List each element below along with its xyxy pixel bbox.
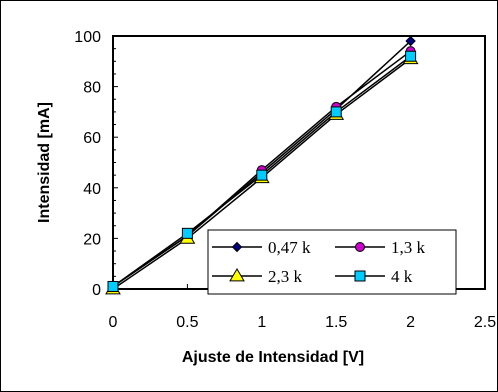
legend-label: 1,3 k: [391, 238, 426, 257]
x-tick-label: 2.5: [474, 314, 496, 331]
x-tick-label: 1: [257, 314, 266, 331]
x-tick-label: 0: [109, 314, 118, 331]
y-axis-ticks: 0 20 40 60 80 100: [74, 29, 118, 299]
series-markers: [105, 35, 419, 295]
x-axis-title: Ajuste de Intensidad [V]: [182, 349, 364, 366]
x-axis-ticks: 0 0.5 1 1.5 2 2.5: [109, 284, 496, 331]
y-tick-label: 20: [83, 231, 101, 248]
x-tick-label: 0.5: [176, 314, 198, 331]
legend-label: 2,3 k: [268, 267, 303, 286]
legend-marker: [354, 270, 366, 282]
legend-label: 0,47 k: [268, 238, 311, 257]
legend: 0,47 k 1,3 k 2,3 k 4 k: [207, 229, 457, 295]
x-tick-label: 2: [406, 314, 415, 331]
data-point: [405, 35, 416, 47]
y-tick-label: 60: [83, 130, 101, 147]
legend-marker: [229, 268, 245, 282]
legend-label: 4 k: [391, 267, 413, 286]
x-tick-label: 1.5: [325, 314, 347, 331]
y-tick-label: 40: [83, 181, 101, 198]
y-tick-label: 80: [83, 80, 101, 97]
y-tick-label: 0: [92, 282, 101, 299]
y-tick-label: 100: [74, 29, 101, 46]
data-point: [405, 50, 417, 62]
data-point: [256, 169, 268, 181]
data-point: [330, 106, 342, 118]
legend-box: [207, 229, 457, 295]
legend-marker: [231, 241, 243, 253]
y-axis-title: Intensidad [mA]: [36, 102, 53, 223]
data-point: [107, 280, 119, 292]
data-point: [181, 227, 193, 239]
legend-marker: [355, 242, 365, 252]
